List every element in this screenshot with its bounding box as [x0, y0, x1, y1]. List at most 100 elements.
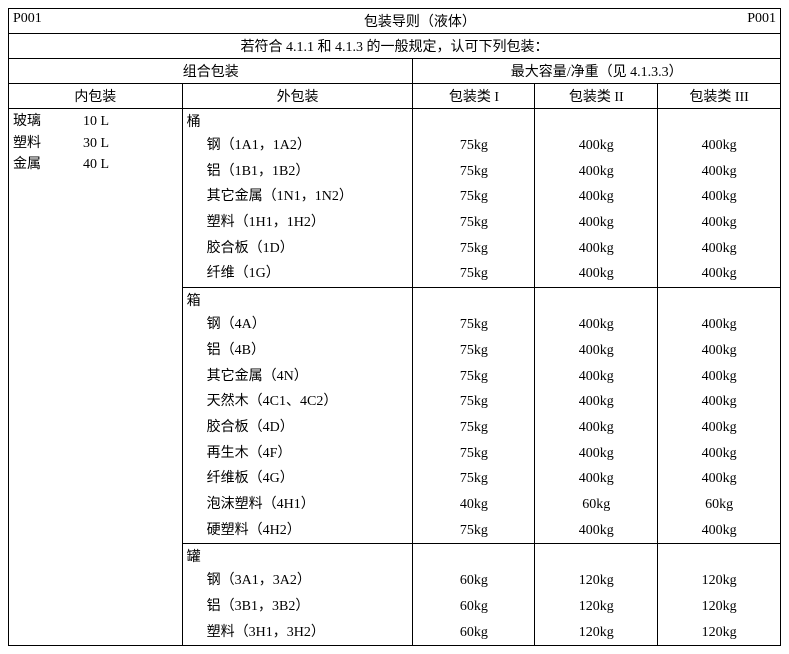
outer-section-label: 箱 — [182, 288, 413, 313]
cap-cell: 75kg — [413, 466, 535, 492]
cap-cell: 120kg — [658, 620, 781, 646]
col-class3: 包装类 III — [658, 84, 781, 109]
cap-cell: 60kg — [658, 492, 781, 518]
outer-item: 其它金属（1N1，1N2） — [182, 184, 413, 210]
cap-cell: 400kg — [535, 184, 658, 210]
inner-material: 塑料 — [13, 133, 83, 155]
cap-cell: 400kg — [658, 184, 781, 210]
outer-item: 塑料（1H1，1H2） — [182, 210, 413, 236]
outer-item: 胶合板（4D） — [182, 415, 413, 441]
cap-cell: 400kg — [535, 389, 658, 415]
cap-cell: 400kg — [658, 210, 781, 236]
cap-cell: 400kg — [658, 133, 781, 159]
cap-cell: 400kg — [658, 441, 781, 467]
inner-material: 金属 — [13, 154, 83, 176]
cap-cell: 75kg — [413, 441, 535, 467]
cap-cell: 400kg — [535, 210, 658, 236]
cap-cell-empty — [535, 544, 658, 569]
inner-material: 玻璃 — [13, 111, 83, 133]
cap-cell: 120kg — [658, 594, 781, 620]
col-outer: 外包装 — [182, 84, 413, 109]
cap-cell: 400kg — [658, 159, 781, 185]
outer-item: 天然木（4C1、4C2） — [182, 389, 413, 415]
outer-section-label: 桶 — [182, 109, 413, 134]
outer-item: 胶合板（1D） — [182, 236, 413, 262]
cap-cell: 60kg — [413, 568, 535, 594]
cap-cell: 60kg — [413, 594, 535, 620]
cap-cell: 400kg — [535, 518, 658, 544]
outer-item: 泡沫塑料（4H1） — [182, 492, 413, 518]
cap-cell: 120kg — [535, 594, 658, 620]
outer-item: 钢（1A1，1A2） — [182, 133, 413, 159]
cap-cell: 400kg — [535, 261, 658, 287]
outer-item: 硬塑料（4H2） — [182, 518, 413, 544]
table-title: 包装导则（液体） — [182, 9, 658, 34]
cap-cell-empty — [658, 544, 781, 569]
outer-item: 铝（4B） — [182, 338, 413, 364]
cap-cell-empty — [535, 288, 658, 313]
cap-cell: 400kg — [658, 415, 781, 441]
cap-cell: 75kg — [413, 236, 535, 262]
cap-cell: 75kg — [413, 415, 535, 441]
cap-cell: 400kg — [658, 518, 781, 544]
cap-cell: 400kg — [658, 466, 781, 492]
cap-cell-empty — [535, 109, 658, 134]
cap-cell: 400kg — [535, 133, 658, 159]
cap-cell: 60kg — [535, 492, 658, 518]
cap-cell: 400kg — [535, 364, 658, 390]
cap-cell-empty — [413, 109, 535, 134]
outer-item: 钢（3A1，3A2） — [182, 568, 413, 594]
cap-cell: 400kg — [535, 236, 658, 262]
inner-capacity: 10 L — [83, 111, 143, 133]
cap-cell: 120kg — [658, 568, 781, 594]
cap-cell: 75kg — [413, 518, 535, 544]
cap-cell: 75kg — [413, 364, 535, 390]
cap-cell: 400kg — [535, 312, 658, 338]
code-left: P001 — [9, 9, 183, 34]
cap-cell: 400kg — [535, 338, 658, 364]
cap-cell-empty — [658, 109, 781, 134]
outer-item: 纤维板（4G） — [182, 466, 413, 492]
cap-cell: 40kg — [413, 492, 535, 518]
cap-cell: 60kg — [413, 620, 535, 646]
col-inner: 内包装 — [9, 84, 183, 109]
cap-cell: 120kg — [535, 568, 658, 594]
table-subtitle: 若符合 4.1.1 和 4.1.3 的一般规定，认可下列包装： — [9, 34, 781, 59]
cap-cell: 75kg — [413, 133, 535, 159]
cap-cell: 120kg — [535, 620, 658, 646]
outer-item: 铝（1B1，1B2） — [182, 159, 413, 185]
cap-cell: 75kg — [413, 312, 535, 338]
cap-cell: 400kg — [658, 312, 781, 338]
group-combo: 组合包装 — [9, 59, 413, 84]
cap-cell: 75kg — [413, 159, 535, 185]
group-maxcap: 最大容量/净重（见 4.1.3.3） — [413, 59, 781, 84]
cap-cell: 75kg — [413, 184, 535, 210]
cap-cell-empty — [658, 288, 781, 313]
cap-cell: 75kg — [413, 261, 535, 287]
inner-capacity: 40 L — [83, 154, 143, 176]
packaging-table: P001 包装导则（液体） P001 若符合 4.1.1 和 4.1.3 的一般… — [8, 8, 781, 646]
cap-cell: 400kg — [658, 338, 781, 364]
cap-cell: 400kg — [658, 261, 781, 287]
cap-cell: 400kg — [535, 415, 658, 441]
outer-item: 塑料（3H1，3H2） — [182, 620, 413, 646]
outer-item: 纤维（1G） — [182, 261, 413, 287]
outer-item: 再生木（4F） — [182, 441, 413, 467]
outer-item: 其它金属（4N） — [182, 364, 413, 390]
inner-packaging-cell: 玻璃10 L塑料30 L金属40 L — [9, 109, 183, 646]
cap-cell: 400kg — [658, 236, 781, 262]
cap-cell: 400kg — [535, 159, 658, 185]
col-class1: 包装类 I — [413, 84, 535, 109]
cap-cell: 400kg — [535, 441, 658, 467]
cap-cell: 75kg — [413, 389, 535, 415]
cap-cell: 400kg — [658, 364, 781, 390]
cap-cell: 75kg — [413, 210, 535, 236]
cap-cell-empty — [413, 288, 535, 313]
inner-capacity: 30 L — [83, 133, 143, 155]
col-class2: 包装类 II — [535, 84, 658, 109]
code-right: P001 — [658, 9, 781, 34]
cap-cell-empty — [413, 544, 535, 569]
cap-cell: 400kg — [535, 466, 658, 492]
outer-item: 钢（4A） — [182, 312, 413, 338]
cap-cell: 400kg — [658, 389, 781, 415]
